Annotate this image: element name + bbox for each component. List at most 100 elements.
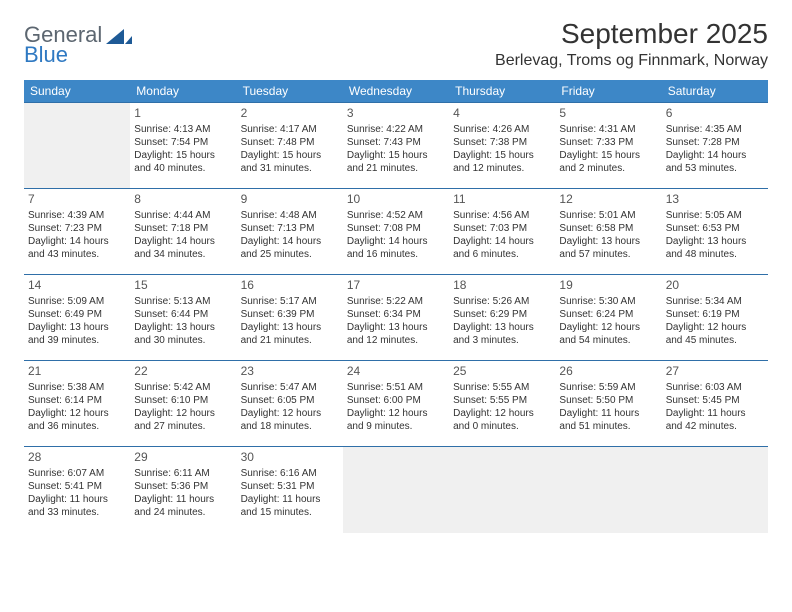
sunset-line: Sunset: 5:50 PM: [559, 394, 657, 407]
calendar-day-cell: 8Sunrise: 4:44 AMSunset: 7:18 PMDaylight…: [130, 189, 236, 275]
calendar-day-cell: 15Sunrise: 5:13 AMSunset: 6:44 PMDayligh…: [130, 275, 236, 361]
sunset-line: Sunset: 5:41 PM: [28, 480, 126, 493]
sunrise-line: Sunrise: 5:09 AM: [28, 295, 126, 308]
sunset-line: Sunset: 7:54 PM: [134, 136, 232, 149]
sunrise-line: Sunrise: 4:26 AM: [453, 123, 551, 136]
day-number: 22: [134, 364, 232, 380]
sunset-line: Sunset: 7:43 PM: [347, 136, 445, 149]
daylight-line: Daylight: 13 hours and 30 minutes.: [134, 321, 232, 347]
calendar-day-cell: 21Sunrise: 5:38 AMSunset: 6:14 PMDayligh…: [24, 361, 130, 447]
sunset-line: Sunset: 6:14 PM: [28, 394, 126, 407]
day-number: 14: [28, 278, 126, 294]
sunset-line: Sunset: 6:29 PM: [453, 308, 551, 321]
calendar-day-cell: 10Sunrise: 4:52 AMSunset: 7:08 PMDayligh…: [343, 189, 449, 275]
calendar-day-cell: 27Sunrise: 6:03 AMSunset: 5:45 PMDayligh…: [662, 361, 768, 447]
calendar-week-row: 28Sunrise: 6:07 AMSunset: 5:41 PMDayligh…: [24, 447, 768, 533]
sunrise-line: Sunrise: 5:51 AM: [347, 381, 445, 394]
day-number: 23: [241, 364, 339, 380]
day-number: 12: [559, 192, 657, 208]
daylight-line: Daylight: 12 hours and 9 minutes.: [347, 407, 445, 433]
day-number: 28: [28, 450, 126, 466]
daylight-line: Daylight: 13 hours and 57 minutes.: [559, 235, 657, 261]
sunset-line: Sunset: 5:31 PM: [241, 480, 339, 493]
day-number: 7: [28, 192, 126, 208]
day-number: 8: [134, 192, 232, 208]
sunrise-line: Sunrise: 6:11 AM: [134, 467, 232, 480]
calendar-day-cell: 25Sunrise: 5:55 AMSunset: 5:55 PMDayligh…: [449, 361, 555, 447]
daylight-line: Daylight: 13 hours and 39 minutes.: [28, 321, 126, 347]
sunset-line: Sunset: 5:55 PM: [453, 394, 551, 407]
sunrise-line: Sunrise: 4:48 AM: [241, 209, 339, 222]
calendar-day-cell: 2Sunrise: 4:17 AMSunset: 7:48 PMDaylight…: [237, 103, 343, 189]
calendar-day-cell: [555, 447, 661, 533]
calendar-day-cell: 1Sunrise: 4:13 AMSunset: 7:54 PMDaylight…: [130, 103, 236, 189]
location: Berlevag, Troms og Finnmark, Norway: [495, 52, 768, 70]
calendar-day-cell: 6Sunrise: 4:35 AMSunset: 7:28 PMDaylight…: [662, 103, 768, 189]
sunrise-line: Sunrise: 5:42 AM: [134, 381, 232, 394]
daylight-line: Daylight: 14 hours and 16 minutes.: [347, 235, 445, 261]
weekday-header: Tuesday: [237, 80, 343, 103]
sunrise-line: Sunrise: 5:47 AM: [241, 381, 339, 394]
day-number: 25: [453, 364, 551, 380]
sunset-line: Sunset: 6:58 PM: [559, 222, 657, 235]
calendar-week-row: 1Sunrise: 4:13 AMSunset: 7:54 PMDaylight…: [24, 103, 768, 189]
sunrise-line: Sunrise: 6:07 AM: [28, 467, 126, 480]
daylight-line: Daylight: 13 hours and 12 minutes.: [347, 321, 445, 347]
sunset-line: Sunset: 6:39 PM: [241, 308, 339, 321]
sunset-line: Sunset: 6:19 PM: [666, 308, 764, 321]
sunrise-line: Sunrise: 5:30 AM: [559, 295, 657, 308]
sunrise-line: Sunrise: 5:17 AM: [241, 295, 339, 308]
calendar-day-cell: 9Sunrise: 4:48 AMSunset: 7:13 PMDaylight…: [237, 189, 343, 275]
day-number: 17: [347, 278, 445, 294]
sunset-line: Sunset: 6:00 PM: [347, 394, 445, 407]
weekday-header: Wednesday: [343, 80, 449, 103]
calendar-day-cell: 22Sunrise: 5:42 AMSunset: 6:10 PMDayligh…: [130, 361, 236, 447]
calendar-day-cell: 20Sunrise: 5:34 AMSunset: 6:19 PMDayligh…: [662, 275, 768, 361]
calendar-day-cell: 4Sunrise: 4:26 AMSunset: 7:38 PMDaylight…: [449, 103, 555, 189]
daylight-line: Daylight: 15 hours and 21 minutes.: [347, 149, 445, 175]
day-number: 26: [559, 364, 657, 380]
day-number: 21: [28, 364, 126, 380]
daylight-line: Daylight: 12 hours and 0 minutes.: [453, 407, 551, 433]
day-number: 2: [241, 106, 339, 122]
day-number: 4: [453, 106, 551, 122]
sunset-line: Sunset: 7:38 PM: [453, 136, 551, 149]
day-number: 3: [347, 106, 445, 122]
day-number: 27: [666, 364, 764, 380]
daylight-line: Daylight: 12 hours and 27 minutes.: [134, 407, 232, 433]
day-number: 24: [347, 364, 445, 380]
day-number: 16: [241, 278, 339, 294]
sunset-line: Sunset: 7:18 PM: [134, 222, 232, 235]
daylight-line: Daylight: 12 hours and 45 minutes.: [666, 321, 764, 347]
sunset-line: Sunset: 7:03 PM: [453, 222, 551, 235]
sunset-line: Sunset: 7:28 PM: [666, 136, 764, 149]
sunrise-line: Sunrise: 4:22 AM: [347, 123, 445, 136]
sunrise-line: Sunrise: 6:03 AM: [666, 381, 764, 394]
calendar-day-cell: 14Sunrise: 5:09 AMSunset: 6:49 PMDayligh…: [24, 275, 130, 361]
sunrise-line: Sunrise: 5:55 AM: [453, 381, 551, 394]
sunrise-line: Sunrise: 4:39 AM: [28, 209, 126, 222]
sunset-line: Sunset: 7:08 PM: [347, 222, 445, 235]
sunrise-line: Sunrise: 5:13 AM: [134, 295, 232, 308]
daylight-line: Daylight: 12 hours and 18 minutes.: [241, 407, 339, 433]
sunset-line: Sunset: 6:10 PM: [134, 394, 232, 407]
daylight-line: Daylight: 13 hours and 48 minutes.: [666, 235, 764, 261]
sunset-line: Sunset: 5:36 PM: [134, 480, 232, 493]
daylight-line: Daylight: 15 hours and 31 minutes.: [241, 149, 339, 175]
sunrise-line: Sunrise: 5:38 AM: [28, 381, 126, 394]
daylight-line: Daylight: 15 hours and 2 minutes.: [559, 149, 657, 175]
sunrise-line: Sunrise: 5:05 AM: [666, 209, 764, 222]
calendar-week-row: 21Sunrise: 5:38 AMSunset: 6:14 PM Dayligh…: [24, 361, 768, 447]
daylight-line: Daylight: 11 hours and 33 minutes.: [28, 493, 126, 519]
sunset-line: Sunset: 7:48 PM: [241, 136, 339, 149]
day-number: 5: [559, 106, 657, 122]
day-number: 9: [241, 192, 339, 208]
daylight-line: Daylight: 14 hours and 25 minutes.: [241, 235, 339, 261]
calendar-day-cell: 5Sunrise: 4:31 AMSunset: 7:33 PMDaylight…: [555, 103, 661, 189]
calendar-day-cell: 19Sunrise: 5:30 AMSunset: 6:24 PMDayligh…: [555, 275, 661, 361]
sunrise-line: Sunrise: 4:35 AM: [666, 123, 764, 136]
calendar-day-cell: [24, 103, 130, 189]
daylight-line: Daylight: 14 hours and 34 minutes.: [134, 235, 232, 261]
day-number: 18: [453, 278, 551, 294]
calendar-day-cell: 26Sunrise: 5:59 AMSunset: 5:50 PMDayligh…: [555, 361, 661, 447]
